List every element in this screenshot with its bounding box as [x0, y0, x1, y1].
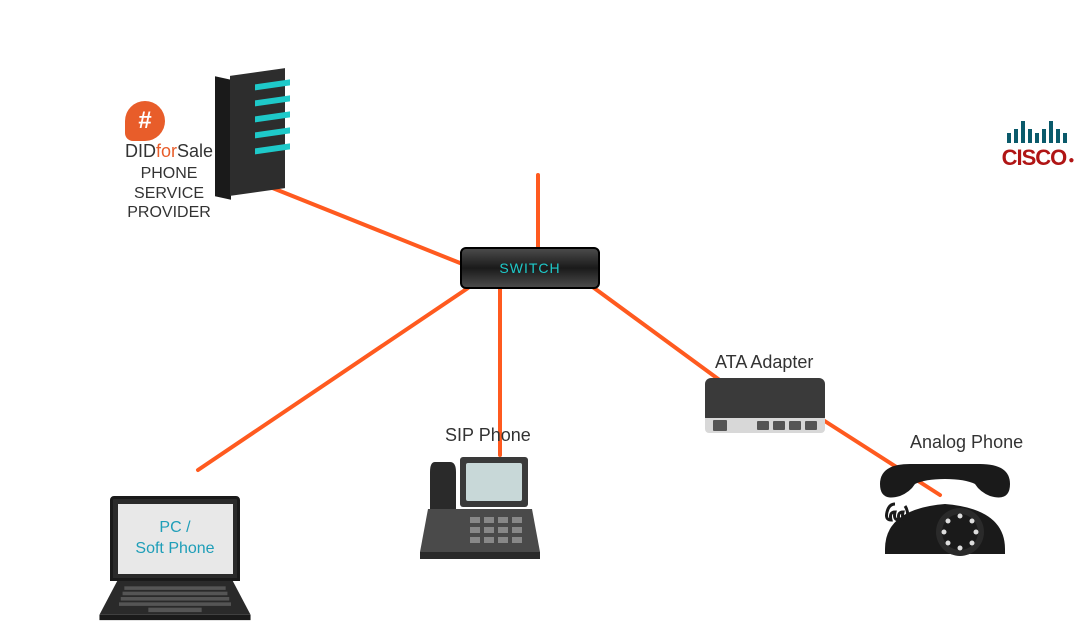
switch-label: SWITCH	[499, 260, 560, 276]
provider-label-line1: PHONE	[125, 164, 213, 183]
cisco-node: CISCO●	[495, 115, 1084, 171]
analog-phone-label: Analog Phone	[910, 432, 1023, 453]
brand-part1: DID	[125, 141, 156, 161]
cisco-label: CISCO	[1002, 145, 1067, 170]
server-icon	[215, 72, 295, 202]
laptop-label-line1: PC /	[135, 518, 214, 539]
provider-label-line3: PROVIDER	[125, 203, 213, 222]
cisco-dot: ●	[1068, 155, 1074, 166]
cisco-text: CISCO●	[495, 145, 1084, 171]
analog-phone-node: Analog Phone	[875, 432, 1015, 569]
switch-node: SWITCH	[460, 247, 600, 289]
brand-part3: Sale	[177, 141, 213, 161]
ata-label: ATA Adapter	[715, 352, 813, 373]
provider-node: DIDforSale PHONE SERVICE PROVIDER	[125, 72, 295, 222]
laptop-node: PC / Soft Phone	[90, 496, 260, 626]
analog-phone-icon	[875, 454, 1015, 564]
switch-icon: SWITCH	[460, 247, 600, 289]
sip-phone-node: SIP Phone	[420, 425, 540, 572]
brand-part2: for	[156, 141, 177, 161]
network-diagram: DIDforSale PHONE SERVICE PROVIDER	[0, 0, 1084, 610]
didforsale-brand: DIDforSale	[125, 141, 213, 162]
sip-phone-label: SIP Phone	[445, 425, 531, 446]
laptop-icon: PC / Soft Phone	[110, 496, 240, 581]
sip-phone-icon	[420, 447, 540, 567]
cisco-bars-icon	[495, 115, 1084, 143]
laptop-label: PC / Soft Phone	[135, 518, 214, 560]
provider-label: PHONE SERVICE PROVIDER	[125, 164, 213, 222]
didforsale-logo	[125, 101, 165, 141]
provider-label-line2: SERVICE	[125, 184, 213, 203]
laptop-keyboard-icon	[90, 581, 260, 621]
laptop-label-line2: Soft Phone	[135, 539, 214, 560]
ata-node: ATA Adapter	[700, 352, 830, 433]
ata-icon	[700, 378, 830, 433]
